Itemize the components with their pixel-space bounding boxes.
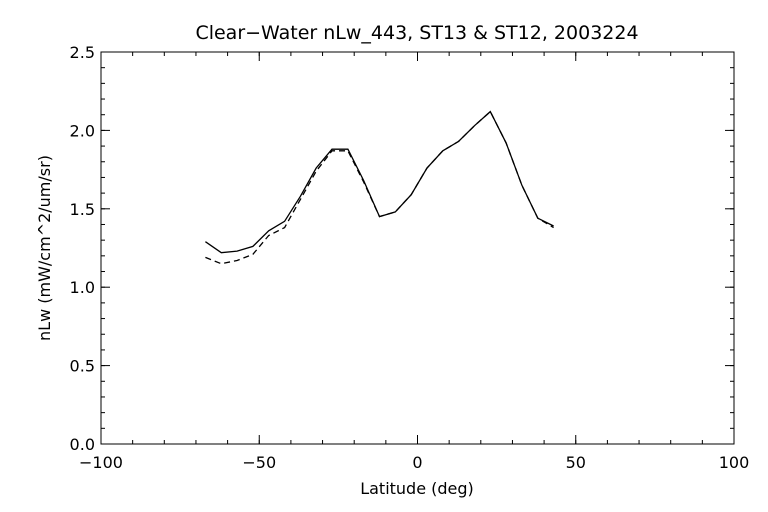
x-tick-label: 50 [566,453,586,472]
y-tick-label: 2.5 [70,43,95,62]
x-tick-label: 100 [719,453,750,472]
x-tick-label: 0 [412,453,422,472]
y-tick-label: 1.0 [70,278,95,297]
series-line-dashed [205,110,554,265]
y-axis-label: nLw (mW/cm^2/um/sr) [35,155,54,341]
x-axis-label: Latitude (deg) [360,479,474,498]
axis-ticks [100,51,735,445]
series-group [205,110,554,265]
plot-frame [100,51,735,445]
y-tick-label: 0.5 [70,357,95,376]
y-tick-label: 2.0 [70,121,95,140]
y-tick-label: 1.5 [70,200,95,219]
x-tick-label: −50 [242,453,276,472]
x-tick-label: −100 [79,453,123,472]
chart-title: Clear−Water nLw_443, ST13 & ST12, 200322… [195,22,638,44]
y-tick-label: 0.0 [70,435,95,454]
tick-labels: −100 −50 0 50 100 0.0 0.5 1.0 1.5 2.0 2.5 [70,43,750,472]
